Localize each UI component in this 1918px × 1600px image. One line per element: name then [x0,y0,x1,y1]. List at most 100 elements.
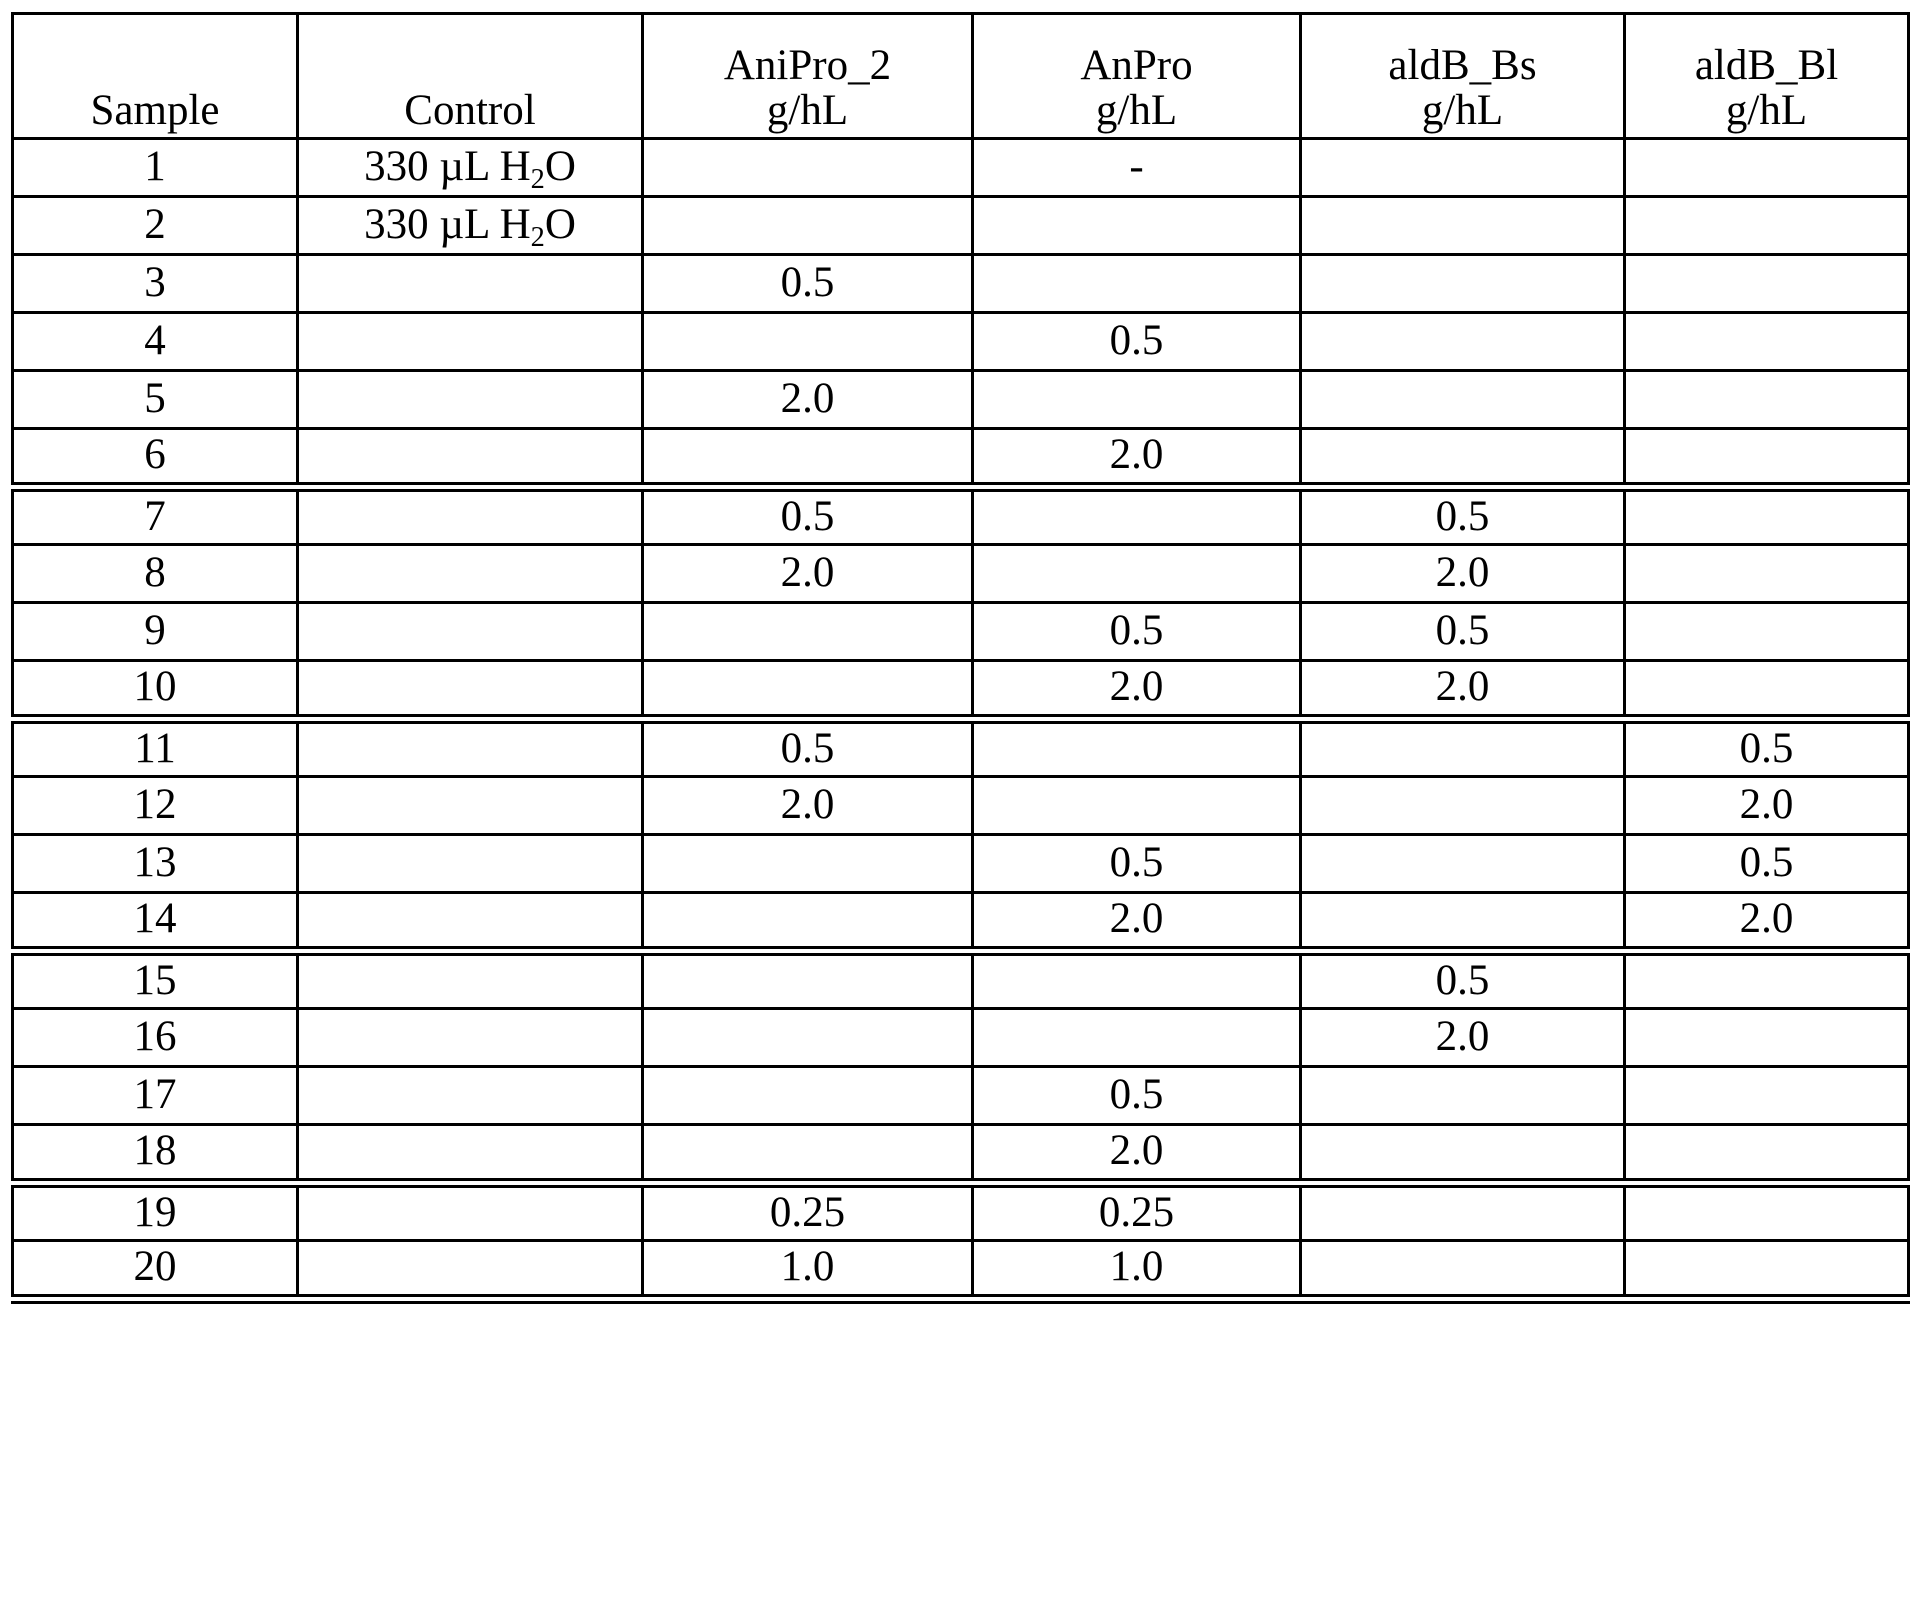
cell-control [298,429,643,487]
cell-aldb-bl [1625,1009,1909,1067]
cell-control [298,255,643,313]
cell-aldb-bl [1625,313,1909,371]
table-row: 13 0.5 0.5 [13,835,1909,893]
cell-control [298,487,643,545]
cell-anipro2 [643,951,973,1009]
cell-aldb-bs: 2.0 [1301,661,1625,719]
cell-anpro [973,951,1301,1009]
table-row: 170.5 [13,1067,1909,1125]
cell-aldb-bl: 2.0 [1625,893,1909,951]
cell-sample: 11 [13,719,298,777]
cell-sample: 20 [13,1241,298,1299]
table-row: 40.5 [13,313,1909,371]
cell-aldb-bl [1625,951,1909,1009]
cell-aldb-bs [1301,313,1625,371]
table-row: 162.0 [13,1009,1909,1067]
cell-control [298,1183,643,1241]
cell-control [298,1009,643,1067]
column-header-sample: Sample [13,14,298,139]
cell-anipro2 [643,139,973,197]
cell-anipro2 [643,429,973,487]
cell-aldb-bs [1301,893,1625,951]
cell-anipro2 [643,1009,973,1067]
cell-aldb-bl [1625,139,1909,197]
table-row: 122.02.0 [13,777,1909,835]
cell-anipro2: 0.5 [643,255,973,313]
table-row: 142.02.0 [13,893,1909,951]
cell-control: 330 µL H2O [298,197,643,255]
table-row: 190.250.25 [13,1183,1909,1241]
cell-sample: 5 [13,371,298,429]
column-header-aldb-bs: aldB_Bs g/hL [1301,14,1625,139]
cell-aldb-bs: 0.5 [1301,951,1625,1009]
column-header-anipro2-line2: g/hL [644,89,971,133]
cell-anipro2: 0.5 [643,487,973,545]
cell-anpro [973,487,1301,545]
cell-anpro [973,719,1301,777]
cell-anipro2 [643,603,973,661]
cell-anipro2: 0.5 [643,719,973,777]
cell-aldb-bl [1625,545,1909,603]
table-body: 1330 µL H2O-2330 µL H2O30.540.552.062.07… [13,139,1909,1299]
cell-control [298,893,643,951]
cell-anpro: 1.0 [973,1241,1301,1299]
cell-aldb-bs: 0.5 [1301,603,1625,661]
table-header: Sample Control AniPro_2 g/hL AnPro g/hL … [13,14,1909,139]
cell-sample: 8 [13,545,298,603]
cell-control: 330 µL H2O [298,139,643,197]
table-row: 70.50.5 [13,487,1909,545]
cell-aldb-bs [1301,139,1625,197]
cell-sample: 16 [13,1009,298,1067]
cell-aldb-bl [1625,1125,1909,1183]
column-header-aldb-bl-line1: aldB_Bl [1626,44,1907,88]
cell-aldb-bs [1301,1067,1625,1125]
table-row: 30.5 [13,255,1909,313]
cell-aldb-bs [1301,371,1625,429]
column-header-aldb-bl-line2: g/hL [1626,89,1907,133]
cell-anpro: 0.5 [973,835,1301,893]
cell-anpro: 2.0 [973,661,1301,719]
cell-aldb-bs [1301,719,1625,777]
cell-control [298,1067,643,1125]
cell-anpro: - [973,139,1301,197]
cell-sample: 6 [13,429,298,487]
cell-anipro2 [643,835,973,893]
column-header-aldb-bs-line2: g/hL [1302,89,1623,133]
column-header-anpro: AnPro g/hL [973,14,1301,139]
cell-aldb-bs [1301,1241,1625,1299]
cell-anipro2: 2.0 [643,371,973,429]
column-header-anpro-line2: g/hL [974,89,1299,133]
cell-anipro2 [643,1125,973,1183]
cell-control [298,951,643,1009]
cell-anipro2 [643,313,973,371]
cell-aldb-bl: 0.5 [1625,835,1909,893]
cell-aldb-bs [1301,1183,1625,1241]
cell-control [298,719,643,777]
cell-sample: 15 [13,951,298,1009]
cell-anipro2 [643,893,973,951]
cell-aldb-bs [1301,777,1625,835]
cell-aldb-bs: 2.0 [1301,1009,1625,1067]
table-row: 110.50.5 [13,719,1909,777]
cell-aldb-bl [1625,661,1909,719]
cell-aldb-bs [1301,429,1625,487]
cell-aldb-bl [1625,429,1909,487]
cell-aldb-bl [1625,1067,1909,1125]
table-row: 102.02.0 [13,661,1909,719]
cell-anipro2: 2.0 [643,777,973,835]
cell-anipro2: 1.0 [643,1241,973,1299]
cell-control [298,1241,643,1299]
table-row: 62.0 [13,429,1909,487]
table-row: 2330 µL H2O [13,197,1909,255]
cell-control [298,661,643,719]
cell-sample: 13 [13,835,298,893]
cell-anpro: 0.25 [973,1183,1301,1241]
cell-anpro: 2.0 [973,1125,1301,1183]
cell-sample: 3 [13,255,298,313]
cell-control [298,835,643,893]
cell-aldb-bs: 2.0 [1301,545,1625,603]
column-header-control: Control [298,14,643,139]
cell-anipro2: 2.0 [643,545,973,603]
cell-sample: 9 [13,603,298,661]
table-row: 20 1.01.0 [13,1241,1909,1299]
